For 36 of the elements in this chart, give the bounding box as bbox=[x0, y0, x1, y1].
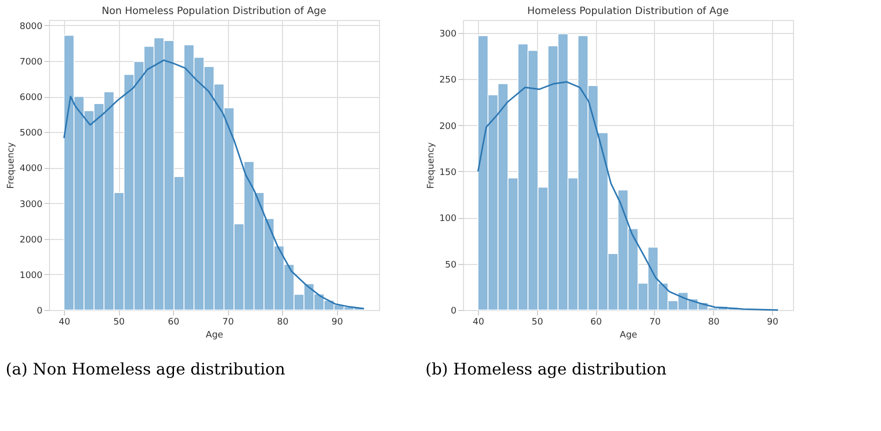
x-tick-label: 60 bbox=[590, 318, 602, 328]
x-tick-label: 50 bbox=[532, 318, 544, 328]
x-tick-label: 80 bbox=[276, 318, 289, 328]
y-tick-label: 5000 bbox=[20, 128, 43, 139]
x-axis-title: Age bbox=[620, 330, 638, 340]
text: (a) Non Homeless age distribution bbox=[6, 360, 286, 378]
x-tick-label: 40 bbox=[472, 318, 484, 328]
y-tick-label: 0 bbox=[450, 306, 457, 316]
x-tick-label: 80 bbox=[708, 318, 720, 328]
y-tick-label: 200 bbox=[439, 122, 457, 132]
y-axis-title: Frequency bbox=[426, 142, 436, 189]
x-tick-label: 70 bbox=[649, 318, 661, 328]
y-tick-label: 3000 bbox=[20, 200, 43, 210]
y-tick-label: 100 bbox=[439, 214, 457, 224]
x-axis-title: Age bbox=[206, 330, 224, 340]
y-tick-label: 2000 bbox=[20, 235, 43, 246]
x-tick-label: 90 bbox=[766, 318, 779, 328]
y-tick-label: 1000 bbox=[20, 270, 43, 281]
x-tick-label: 70 bbox=[222, 318, 234, 328]
x-tick-label: 90 bbox=[332, 318, 344, 328]
y-tick-label: 4000 bbox=[20, 164, 43, 174]
x-tick-label: 50 bbox=[113, 318, 126, 328]
x-tick-label: 60 bbox=[168, 318, 180, 328]
chart-title: Homeless Population Distribution of Age bbox=[527, 6, 729, 17]
y-tick-label: 7000 bbox=[20, 57, 43, 68]
y-tick-label: 250 bbox=[439, 76, 457, 86]
y-tick-label: 0 bbox=[36, 306, 43, 316]
x-tick-label: 40 bbox=[58, 318, 70, 328]
chart-title: Non Homeless Population Distribution of Age bbox=[102, 6, 326, 17]
y-tick-label: 50 bbox=[445, 260, 457, 270]
y-tick-label: 300 bbox=[439, 29, 457, 40]
y-axis-title: Frequency bbox=[6, 142, 17, 189]
y-tick-label: 150 bbox=[439, 168, 457, 178]
y-tick-label: 8000 bbox=[20, 22, 43, 32]
y-tick-label: 6000 bbox=[20, 93, 43, 104]
text: (b) Homeless age distribution bbox=[425, 360, 667, 378]
